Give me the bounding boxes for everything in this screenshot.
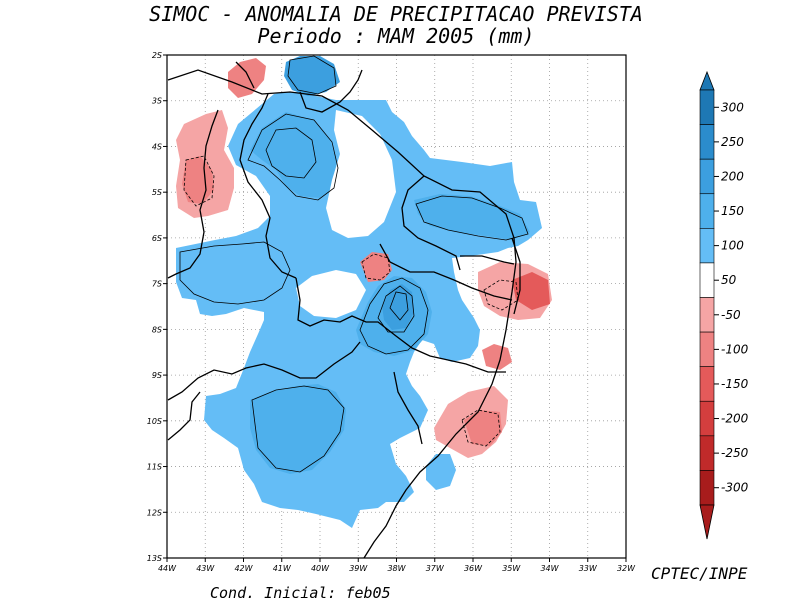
positive-patch-west [330,240,346,262]
y-tick-label: 9S [152,371,162,380]
state-borders [167,61,521,559]
negative-anomaly-fill-north [228,58,266,98]
contour-line-east [415,195,529,241]
border-bahia-south [167,391,201,441]
colorbar-min-arrow [699,504,715,540]
border-alagoas-sergipe [393,371,423,445]
y-tick-label: 6S [152,234,162,243]
colorbar-label: -50 [721,308,741,322]
colorbar-label: -200 [721,412,749,426]
y-tick-label: 5S [152,188,162,197]
colorbar-swatch [699,158,715,195]
negative-anomaly-fill-central [360,252,392,282]
y-tick-label: 11S [147,463,162,472]
border-ceara-rn [401,175,461,271]
negative-anomaly-fill-east-small [482,344,512,370]
border-pernambuco-bahia [295,277,506,373]
colorbar-label: 200 [721,169,744,183]
border-interior-north [299,69,363,113]
y-tick-label: 4S [152,142,162,151]
colorbar-label: -150 [721,377,749,391]
border-east-1 [511,237,521,315]
y-tick-label: 12S [147,508,162,517]
coastline [167,69,517,559]
border-bahia-piaui [167,341,361,401]
y-tick-label: 3S [152,97,162,106]
white-gap-middle [296,270,366,318]
x-tick-label: 34W [540,564,559,573]
contour-line-north [247,113,339,201]
colorbar-swatch [699,297,715,333]
y-tick-label: 2S [152,51,162,60]
contour-line-south [251,385,345,473]
x-tick-label: 37W [426,564,445,573]
colorbar-label: -300 [721,481,749,495]
x-tick-label: 39W [349,564,368,573]
colorbar-swatch [699,470,715,506]
x-tick-label: 41W [273,564,292,573]
x-tick-label: 33W [579,564,598,573]
y-tick-label: 7S [152,280,162,289]
x-tick-label: 36W [464,564,483,573]
positive-anomaly-fill-inner [250,112,338,198]
y-tick-label: 10S [147,417,162,426]
contour-line-negative-central [361,253,391,281]
colorbar-swatch [699,228,715,264]
colorbar-swatch [699,124,715,160]
contour-line-center-core [389,291,409,321]
x-tick-label: 32W [617,564,636,573]
contour-line-negative-ne [183,155,215,207]
border-rn-paraiba [460,255,515,265]
positive-anomaly-fill-north-core [284,56,340,96]
init-condition-label: Cond. Inicial: feb05 [210,584,391,602]
contour-line-north-core [287,55,337,95]
colorbar-swatch [699,262,715,298]
negative-anomaly-fill-southeast-core [464,410,502,446]
colorbar-label: 150 [721,204,744,218]
x-axis-ticks: 44W 43W 42W 41W 40W 39W 38W 37W 36W 35W 34W 33W 32W [158,558,636,573]
colorbar-label: 250 [721,135,744,149]
colorbar-label: 300 [721,100,744,114]
colorbar-swatch [699,400,715,437]
chart-title: SIMOC - ANOMALIA DE PRECIPITACAO PREVIST… [149,2,643,26]
colorbar-label: -250 [721,446,749,460]
positive-patch-south [426,454,456,490]
x-tick-label: 43W [196,564,215,573]
white-gap-interior [326,110,396,238]
contour-line-center [359,277,429,355]
chart-subtitle: Periodo : MAM 2005 (mm) [258,24,535,48]
colorbar-swatch [699,366,715,402]
x-tick-label: 42W [234,564,253,573]
colorbar-label: 50 [721,273,737,287]
border-maranhao-piaui [167,109,219,279]
colorbar-swatch [699,331,715,367]
border-piaui-ceara [239,93,297,279]
colorbar-swatch [699,193,715,229]
contour-line-negative-se [461,409,501,447]
credit-label: CPTEC/INPE [651,564,748,583]
x-tick-label: 35W [502,564,521,573]
colorbar-label: 100 [721,239,744,253]
y-tick-label: 13S [147,554,162,563]
x-tick-label: 44W [158,564,177,573]
contour-line-west [179,241,291,305]
colorbar-swatch [699,435,715,471]
positive-anomaly-area [176,56,542,528]
x-tick-label: 38W [387,564,406,573]
border-paraiba-pernambuco [379,243,513,301]
border-river-north [235,61,255,89]
colorbar: 300 250 200 150 100 50 -50 -100 -150 -200 -250 -300 [699,70,749,540]
x-tick-label: 40W [311,564,330,573]
colorbar-label: -100 [721,342,749,356]
colorbar-max-arrow [699,70,715,91]
y-axis-ticks: 2S 3S 4S 5S 6S 7S 8S 9S 10S 11S 12S 13S [147,51,167,563]
y-tick-label: 8S [152,325,162,334]
colorbar-swatch [699,89,715,125]
negative-anomaly-fill-east-coast-core [512,272,550,310]
isolated-positive-patches [330,240,456,490]
contour-line-negative-east [483,279,519,311]
positive-anomaly-fill-south-band [250,384,346,474]
contour-line-north-inner [265,127,317,179]
